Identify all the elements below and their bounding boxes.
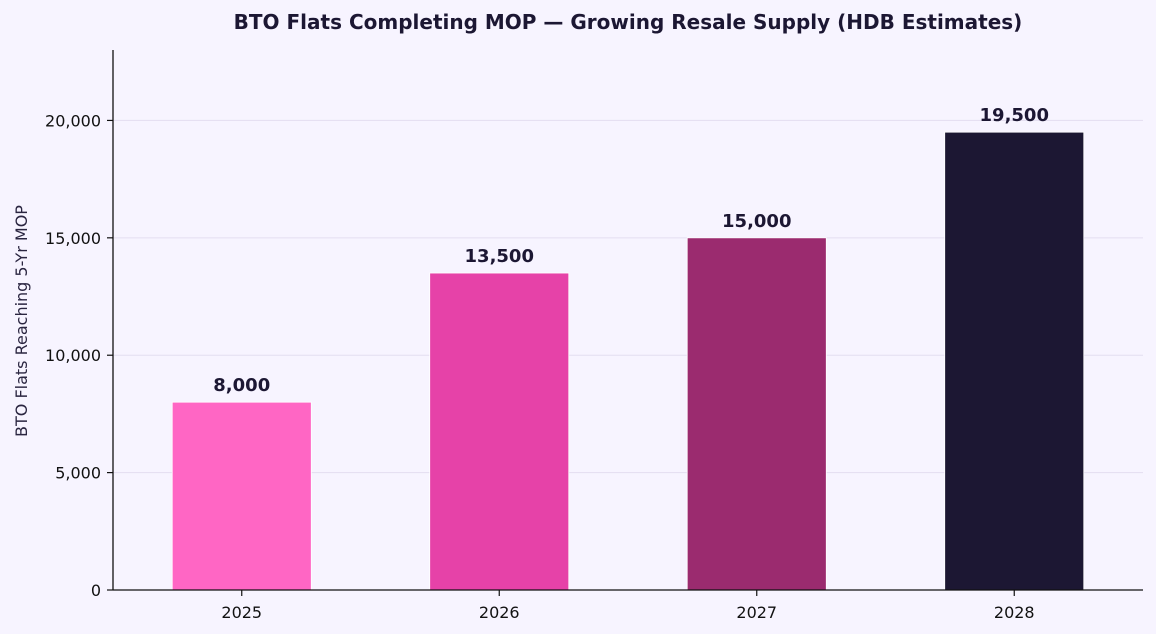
x-tick-label-2025: 2025 bbox=[221, 603, 262, 622]
chart-title: BTO Flats Completing MOP — Growing Resal… bbox=[234, 10, 1023, 34]
y-tick-label: 5,000 bbox=[55, 464, 101, 483]
y-tick-label: 15,000 bbox=[45, 229, 101, 248]
x-tick-label-2028: 2028 bbox=[994, 603, 1035, 622]
data-label-2026: 13,500 bbox=[465, 246, 534, 267]
bar-2025 bbox=[171, 401, 312, 591]
bar-2028 bbox=[944, 131, 1085, 591]
y-tick-label: 10,000 bbox=[45, 346, 101, 365]
bar-2027 bbox=[686, 237, 827, 591]
x-tick-label-2026: 2026 bbox=[479, 603, 520, 622]
data-labels: 8,000 13,500 15,000 19,500 bbox=[213, 105, 1049, 396]
y-tick-label: 20,000 bbox=[45, 111, 101, 130]
data-label-2025: 8,000 bbox=[213, 375, 270, 396]
y-tick-label: 0 bbox=[91, 581, 101, 600]
data-label-2027: 15,000 bbox=[722, 211, 791, 232]
y-axis-label: BTO Flats Reaching 5-Yr MOP bbox=[12, 205, 31, 437]
data-label-2028: 19,500 bbox=[980, 105, 1049, 126]
bar-2026 bbox=[429, 272, 570, 591]
x-tick-label-2027: 2027 bbox=[736, 603, 777, 622]
axes: 0 5,000 10,000 15,000 20,000 2025 2026 2027 2028 bbox=[45, 50, 1143, 622]
bars bbox=[171, 131, 1085, 591]
